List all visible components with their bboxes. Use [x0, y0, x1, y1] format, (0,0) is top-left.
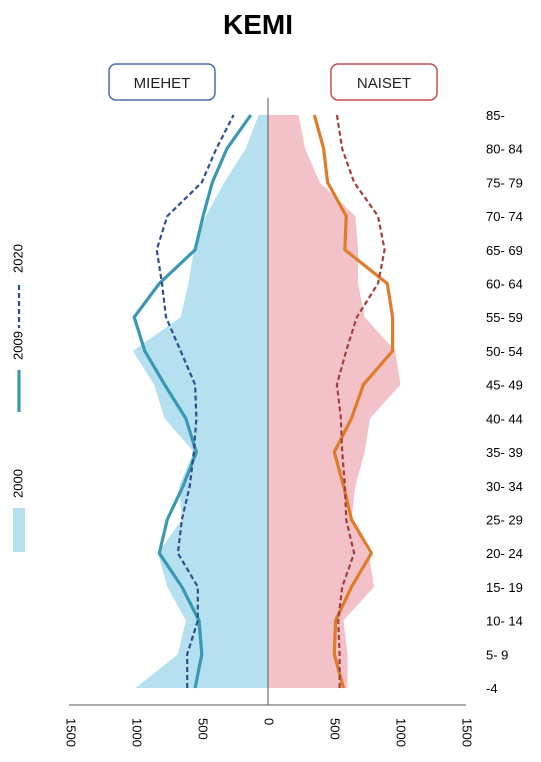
- naiset-label: NAISET: [357, 75, 411, 92]
- x-tick-label: 500: [328, 718, 343, 740]
- age-group-label: 50- 54: [486, 344, 523, 359]
- area-2000-female: [268, 115, 401, 688]
- age-group-label: 75- 79: [486, 175, 523, 190]
- area-layer: [132, 115, 401, 688]
- age-group-label: 70- 74: [486, 209, 523, 224]
- age-group-label: 20- 24: [486, 546, 523, 561]
- chart-title: KEMI: [223, 9, 293, 40]
- legend-entry-2020: 2020: [10, 244, 25, 328]
- naiset-label-box: [330, 63, 438, 101]
- x-tick-label: 500: [196, 718, 211, 740]
- legend: 2000 2009 2020: [10, 244, 25, 552]
- age-group-label: 30- 34: [486, 479, 523, 494]
- series-line-2009-female: [312, 114, 395, 689]
- age-group-label: 15- 19: [486, 580, 523, 595]
- age-group-label: 35- 39: [486, 445, 523, 460]
- x-tick-label: 1000: [394, 718, 409, 747]
- legend-entry-2009: 2009: [10, 331, 25, 412]
- series-line-2020-male: [155, 114, 235, 688]
- x-tick-label: 1500: [460, 718, 475, 747]
- age-group-label: 60- 64: [486, 277, 523, 292]
- age-group-label: 55- 59: [486, 310, 523, 325]
- x-tick-label: 1500: [64, 718, 79, 747]
- age-group-label: 25- 29: [486, 513, 523, 528]
- legend-label-2009: 2009: [10, 331, 25, 360]
- age-group-label: 80- 84: [486, 142, 523, 157]
- area-2000-male: [132, 115, 268, 688]
- series-line-2020-female: [335, 114, 386, 688]
- age-group-label: 10- 14: [486, 614, 523, 629]
- age-group-label: 65- 69: [486, 243, 523, 258]
- x-tick-label: 1000: [130, 718, 145, 747]
- age-group-label: -4: [486, 681, 498, 696]
- legend-label-2000: 2000: [10, 469, 25, 498]
- age-group-label: 85-: [486, 108, 505, 123]
- age-group-label: 5- 9: [486, 647, 508, 662]
- series-line-2009-male: [132, 114, 253, 689]
- legend-entry-2000: 2000: [10, 469, 25, 552]
- x-tick-label: 0: [262, 718, 277, 725]
- axes-layer: 1500 1000 500 0 500 1000 1500 -4 5- 9 10- 14 15- 1…: [64, 98, 523, 747]
- legend-swatch-2000: [13, 508, 25, 552]
- age-group-label: 40- 44: [486, 411, 523, 426]
- miehet-label: MIEHET: [134, 75, 191, 92]
- miehet-label-box: [108, 63, 216, 101]
- age-group-label: 45- 49: [486, 378, 523, 393]
- legend-label-2020: 2020: [10, 244, 25, 273]
- line-layer: [132, 114, 395, 689]
